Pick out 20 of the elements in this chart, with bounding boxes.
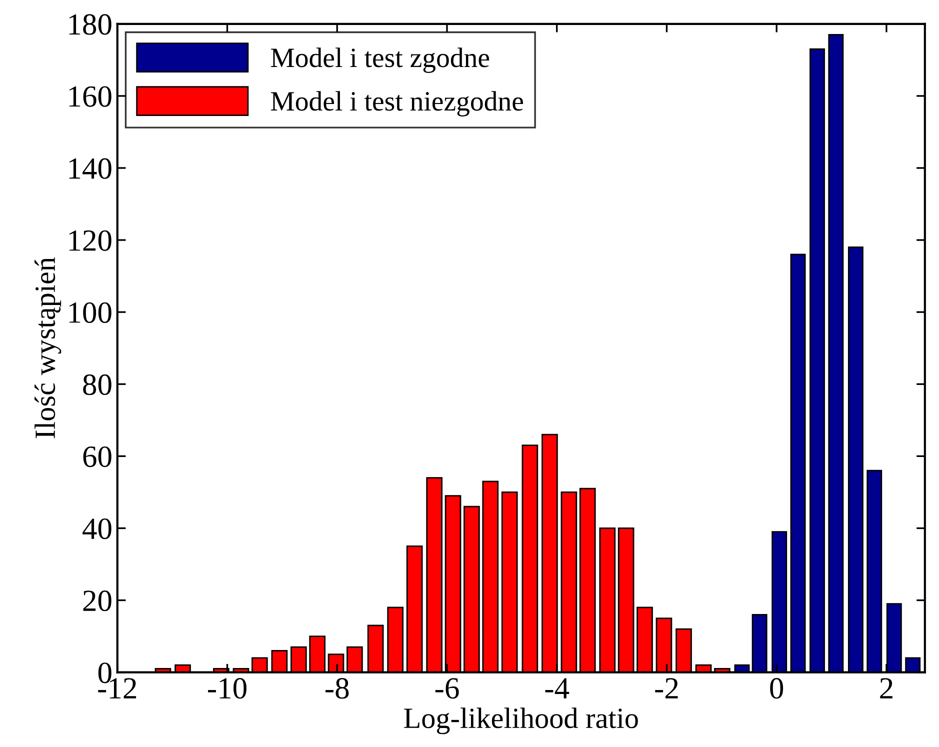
y-axis-title: Ilość wystąpień [34, 257, 62, 438]
y-tick-label: 60 [83, 446, 112, 468]
x-axis-title: Log-likelihood ratio [404, 708, 638, 734]
y-tick-label: 140 [69, 158, 112, 179]
x-tick-label: 2 [880, 678, 892, 698]
x-tick-label: -6 [435, 678, 459, 699]
x-tick-label: 0 [770, 678, 784, 699]
y-tick-label: 180 [69, 14, 112, 35]
legend-label: Model i test niezgodne [270, 91, 523, 116]
x-tick-label: -4 [545, 678, 570, 698]
legend-label: Model i test zgodne [270, 48, 490, 73]
x-tick-label: -2 [655, 678, 678, 698]
y-tick-label: 40 [82, 518, 112, 540]
x-tick-label: -10 [208, 678, 246, 699]
y-tick-label: 160 [69, 86, 112, 107]
y-tick-label: 20 [83, 590, 112, 612]
x-tick-label: -8 [326, 678, 349, 699]
y-tick-label: 100 [69, 302, 112, 323]
y-tick-label: 120 [69, 230, 112, 251]
y-tick-label: 80 [83, 374, 112, 396]
